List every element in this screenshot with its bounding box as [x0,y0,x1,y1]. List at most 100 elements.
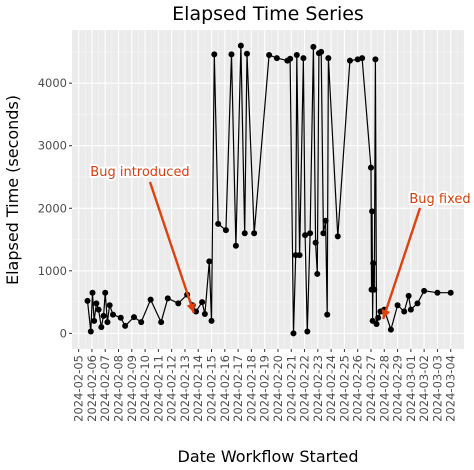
data-point [307,230,314,237]
annotation-arrow [382,207,422,320]
data-point [312,239,319,246]
data-point [447,289,454,296]
x-tick-label: 2024-02-19 [258,355,272,422]
annotation-label-halo: Bug fixed [409,192,470,207]
data-point [84,297,91,304]
x-tick-label: 2024-02-05 [72,355,86,422]
data-point [138,319,145,326]
x-tick-label: 2024-02-18 [244,355,258,422]
y-tick-label: 0 [60,326,67,340]
x-tick-label: 2024-02-26 [351,355,365,422]
data-point [371,286,378,293]
data-point [290,330,297,337]
data-point [100,312,107,319]
annotation-label: Bug introduced [90,165,189,180]
x-tick-label: 2024-02-09 [125,355,139,422]
data-point [369,208,376,215]
x-tick-label: 2024-02-13 [178,355,192,422]
data-point [375,314,382,321]
y-tick-label: 3000 [38,139,67,153]
annotation-arrow [148,181,195,314]
x-tick-label: 2024-02-08 [112,355,126,422]
x-tick-label: 2024-02-12 [165,355,179,422]
data-point [320,230,327,237]
data-point [266,52,273,59]
data-point [287,55,294,62]
data-point [208,317,215,324]
annotation-label-halo: Bug introduced [90,165,189,180]
y-tick-label: 1000 [38,264,67,278]
data-point [241,230,248,237]
data-point [117,314,124,321]
data-point [273,55,280,62]
data-point [199,299,206,306]
y-tick-label: 2000 [38,201,67,215]
x-tick-label: 2024-02-11 [151,355,165,422]
data-point [407,306,414,313]
x-tick-label: 2024-02-25 [337,355,351,422]
x-tick-label: 2024-02-10 [138,355,152,422]
data-point [106,302,113,309]
data-point [359,55,366,62]
data-point [434,289,441,296]
data-point [87,328,94,335]
x-tick-label: 2024-03-02 [417,355,431,422]
data-point [310,43,317,50]
data-point [131,314,138,321]
x-tick-label: 2024-02-06 [85,355,99,422]
data-point [394,302,401,309]
data-point [346,57,353,64]
data-point [304,328,311,335]
data-point [296,252,303,259]
x-tick-label: 2024-03-04 [444,355,458,422]
chart-title: Elapsed Time Series [172,3,364,25]
data-point [372,56,379,63]
data-point [293,52,300,59]
data-point [215,220,222,227]
data-point [370,260,377,267]
x-tick-label: 2024-02-07 [98,355,112,422]
data-point [243,50,250,57]
y-tick-label: 4000 [38,76,67,90]
data-point [300,55,307,62]
data-point [421,287,428,294]
x-tick-label: 2024-02-28 [377,355,391,422]
data-point [201,310,208,317]
data-point [302,232,309,239]
data-point [109,311,116,318]
data-point [251,230,258,237]
data-point [206,258,213,265]
data-point [91,317,98,324]
data-point [373,320,380,327]
annotation-arrowhead [381,309,391,319]
data-point [104,319,111,326]
data-point [324,311,331,318]
y-axis-title: Elapsed Time (seconds) [3,95,22,285]
data-point [158,319,165,326]
x-tick-label: 2024-02-23 [311,355,325,422]
data-point [325,55,332,62]
data-point [222,227,229,234]
x-tick-label: 2024-02-15 [205,355,219,422]
data-point [147,296,154,303]
x-tick-label: 2024-02-16 [218,355,232,422]
data-point [237,42,244,49]
data-point [414,300,421,307]
data-point [318,48,325,55]
data-point [95,306,102,313]
plot-panel [72,30,464,349]
data-point [232,242,239,249]
data-point [93,300,100,307]
data-point [98,324,105,331]
data-point [334,233,341,240]
x-tick-label: 2024-03-01 [404,355,418,422]
x-tick-label: 2024-02-21 [284,355,298,422]
data-point [122,322,129,329]
annotation-arrowhead [186,302,196,313]
data-point [228,51,235,58]
data-point [367,164,374,171]
x-tick-label: 2024-02-17 [231,355,245,422]
